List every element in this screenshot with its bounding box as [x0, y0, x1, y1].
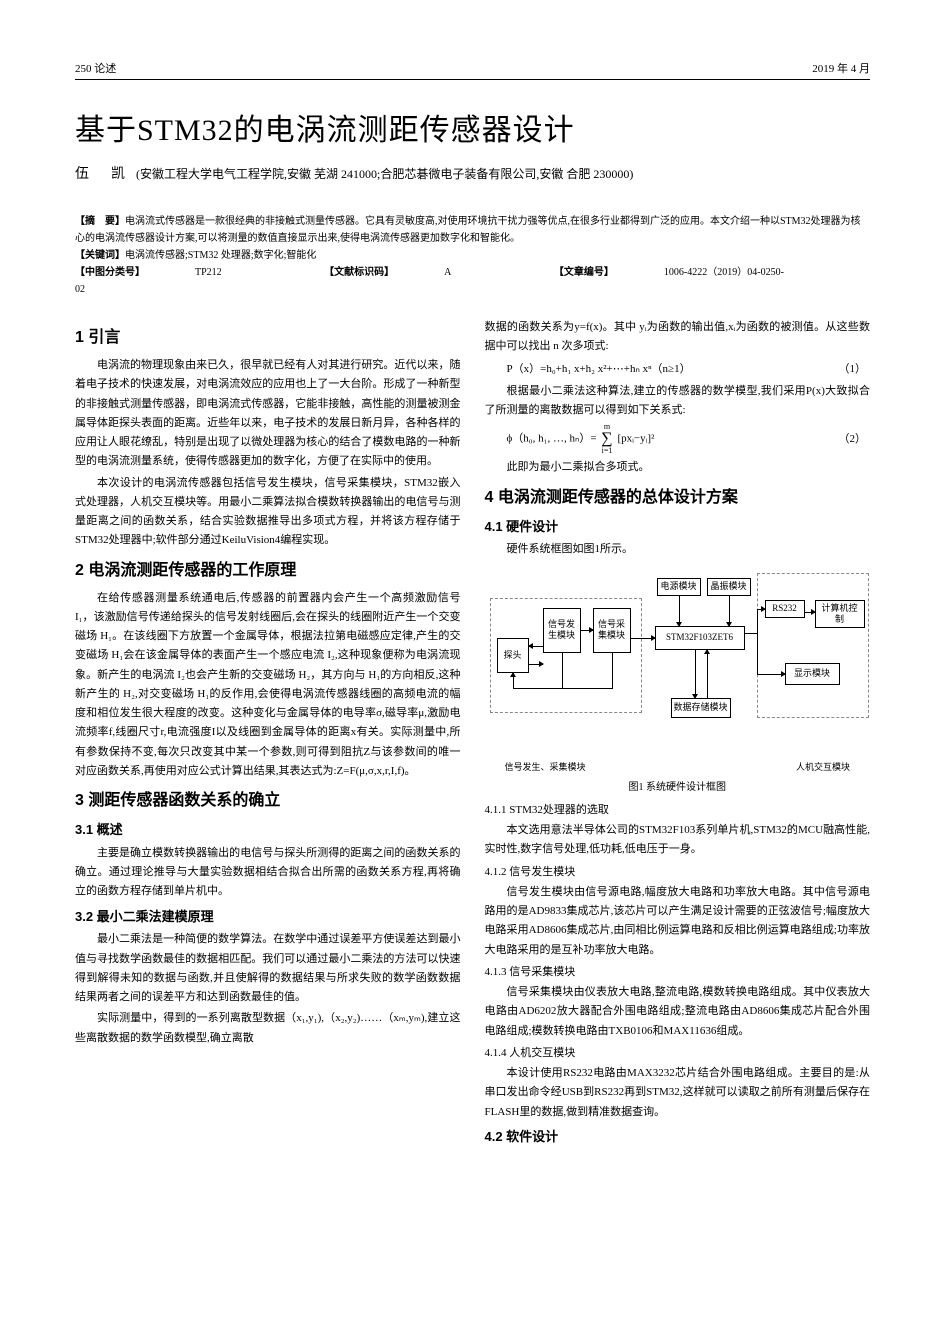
s32-p2: 实际测量中，得到的一系列离散型数据（x₁,y₁),（x₂,y₂)……（xₘ,yₘ… [75, 1009, 461, 1048]
eq1-body: P（x）=h₀+h₁ x+h₂ x²+⋯+hₙ xⁿ（n≥1） [507, 360, 691, 379]
s413-p: 信号采集模块由仪表放大电路,整流电路,模数转换电路组成。其中仪表放大电路由AD6… [485, 983, 871, 1041]
fig1-left-label: 信号发生、采集模块 [505, 760, 586, 776]
line-siggen-down [562, 653, 563, 688]
s41-p: 硬件系统框图如图1所示。 [485, 540, 871, 559]
section-4-1-heading: 4.1 硬件设计 [485, 516, 871, 539]
arrow-probe-sigacq [529, 664, 543, 665]
section-4-1-1-heading: 4.1.1 STM32处理器的选取 [485, 801, 871, 820]
box-mcu: STM32F103ZET6 [655, 626, 745, 650]
eq2-body: ϕ（h₀, h₁, …, hₙ）= m ∑ i=1 [pxᵢ−yᵢ]² [507, 423, 655, 455]
eq1-num: （1） [839, 360, 871, 379]
header-left: 250 论述 [75, 60, 116, 76]
fig1-caption: 图1 系统硬件设计框图 [485, 779, 871, 797]
box-crystal: 晶振模块 [707, 578, 751, 596]
line-sigacq-down [612, 653, 613, 689]
box-sigacq: 信号采集模块 [593, 608, 631, 653]
line-down-display [757, 633, 758, 674]
arrow-mcu-flash-down [695, 650, 696, 698]
s411-p: 本文选用意法半导体公司的STM32F103系列单片机,STM32的MCU融高性能… [485, 821, 871, 860]
section-3-2-heading: 3.2 最小二乘法建模原理 [75, 906, 461, 929]
keywords-label: 【关键词】 [75, 250, 125, 261]
line-mcu-right [745, 633, 757, 634]
equation-1: P（x）=h₀+h₁ x+h₂ x²+⋯+hₙ xⁿ（n≥1） （1） [485, 360, 871, 379]
arrow-siggen-sigacq [581, 630, 593, 631]
section-4-2-heading: 4.2 软件设计 [485, 1126, 871, 1149]
doc-code: 【文献标识码】A [324, 267, 501, 278]
arrow-mcu-display [757, 674, 785, 675]
keywords-row: 【关键词】电涡流传感器;STM32 处理器;数字化;智能化 [75, 247, 870, 264]
box-pc: 计算机控制 [815, 600, 865, 628]
box-display: 显示模块 [785, 663, 840, 685]
line-up-rs232 [757, 609, 758, 634]
dashed-group-right [757, 573, 869, 718]
arrow-rs232-pc [805, 612, 815, 613]
box-flash: 数据存储模块 [671, 698, 731, 718]
s32-p1: 最小二乘法是一种简便的数学算法。在数学中通过误差平方使误差达到最小值与寻找数学函… [75, 930, 461, 1007]
s414-p: 本设计使用RS232电路由MAX3232芯片结合外围电路组成。主要目的是:从串口… [485, 1064, 871, 1122]
meta-row: 【中图分类号】TP212 【文献标识码】A 【文章编号】1006-4222（20… [75, 264, 870, 298]
block-diagram: 探头 信号发生模块 信号采集模块 STM32F103ZET6 电源模块 晶振模块… [485, 568, 871, 758]
abstract-block: 【摘 要】电涡流式传感器是一款很经典的非接触式测量传感器。它具有灵敏度高,对使用… [75, 213, 870, 298]
box-probe: 探头 [497, 638, 529, 673]
r-p2: 根据最小二乘法这种算法,建立的传感器的数学模型,我们采用P(x)大致拟合了所测量… [485, 382, 871, 421]
page-header: 250 论述 2019 年 4 月 [75, 60, 870, 80]
arrow-power-mcu [679, 596, 680, 626]
author-name: 伍 凯 [75, 167, 129, 182]
fig1-sublabels: 信号发生、采集模块 人机交互模块 [485, 760, 871, 776]
header-right: 2019 年 4 月 [812, 60, 870, 76]
eq2-num: （2） [839, 430, 871, 449]
abstract-text: 电涡流式传感器是一款很经典的非接触式测量传感器。它具有灵敏度高,对使用环境抗干扰… [75, 216, 861, 244]
section-4-1-4-heading: 4.1.4 人机交互模块 [485, 1044, 871, 1063]
s412-p: 信号发生模块由信号源电路,幅度放大电路和功率放大电路。其中信号源电路用的是AD9… [485, 883, 871, 960]
s2-p1: 在给传感器测量系统通电后,传感器的前置器内会产生一个高频激励信号 I₁，该激励信… [75, 589, 461, 782]
arrow-crystal-mcu [729, 596, 730, 626]
abstract-row: 【摘 要】电涡流式传感器是一款很经典的非接触式测量传感器。它具有灵敏度高,对使用… [75, 213, 870, 247]
arrow-siggen-probe [529, 646, 543, 647]
abstract-label: 【摘 要】 [75, 216, 125, 227]
arrow-loop-probe [513, 673, 514, 689]
equation-2: ϕ（h₀, h₁, …, hₙ）= m ∑ i=1 [pxᵢ−yᵢ]² （2） [485, 423, 871, 455]
section-1-heading: 1 引言 [75, 324, 461, 352]
fig1-right-label: 人机交互模块 [796, 760, 850, 776]
figure-1: 探头 信号发生模块 信号采集模块 STM32F103ZET6 电源模块 晶振模块… [485, 568, 871, 797]
section-4-1-2-heading: 4.1.2 信号发生模块 [485, 863, 871, 882]
left-column: 1 引言 电涡流的物理现象由来已久，很早就已经有人对其进行研究。近代以来，随着电… [75, 318, 461, 1151]
s31-p: 主要是确立模数转换器输出的电信号与探头所测得的距离之间的函数关系的确立。通过理论… [75, 844, 461, 902]
section-4-1-3-heading: 4.1.3 信号采集模块 [485, 963, 871, 982]
arrow-sigacq-mcu [631, 638, 655, 639]
clc: 【中图分类号】TP212 [75, 267, 272, 278]
box-rs232: RS232 [765, 600, 805, 618]
section-2-heading: 2 电涡流测距传感器的工作原理 [75, 557, 461, 585]
section-3-1-heading: 3.1 概述 [75, 819, 461, 842]
author-line: 伍 凯 (安徽工程大学电气工程学院,安徽 芜湖 241000;合肥芯碁微电子装备… [75, 163, 870, 183]
arrow-mcu-rs232 [757, 609, 765, 610]
s1-p2: 本次设计的电涡流传感器包括信号发生模块，信号采集模块，STM32嵌入式处理器，人… [75, 474, 461, 551]
arrow-flash-mcu-up [707, 650, 708, 698]
sigma-icon: m ∑ i=1 [601, 423, 612, 455]
s1-p1: 电涡流的物理现象由来已久，很早就已经有人对其进行研究。近代以来，随着电子技术的快… [75, 356, 461, 472]
line-bottom-loop [513, 688, 613, 689]
affiliation: (安徽工程大学电气工程学院,安徽 芜湖 241000;合肥芯碁微电子装备有限公司… [136, 167, 633, 181]
section-3-heading: 3 测距传感器函数关系的确立 [75, 787, 461, 815]
box-power: 电源模块 [657, 578, 701, 596]
keywords-text: 电涡流传感器;STM32 处理器;数字化;智能化 [125, 250, 316, 261]
r-p1: 数据的函数关系为y=f(x)。其中 yᵢ为函数的输出值,xᵢ为函数的被测值。从这… [485, 318, 871, 357]
article-title: 基于STM32的电涡流测距传感器设计 [75, 105, 870, 149]
section-4-heading: 4 电涡流测距传感器的总体设计方案 [485, 484, 871, 512]
body-columns: 1 引言 电涡流的物理现象由来已久，很早就已经有人对其进行研究。近代以来，随着电… [75, 318, 870, 1151]
right-column: 数据的函数关系为y=f(x)。其中 yᵢ为函数的输出值,xᵢ为函数的被测值。从这… [485, 318, 871, 1151]
r-p3: 此即为最小二乘拟合多项式。 [485, 458, 871, 477]
box-siggen: 信号发生模块 [543, 608, 581, 653]
